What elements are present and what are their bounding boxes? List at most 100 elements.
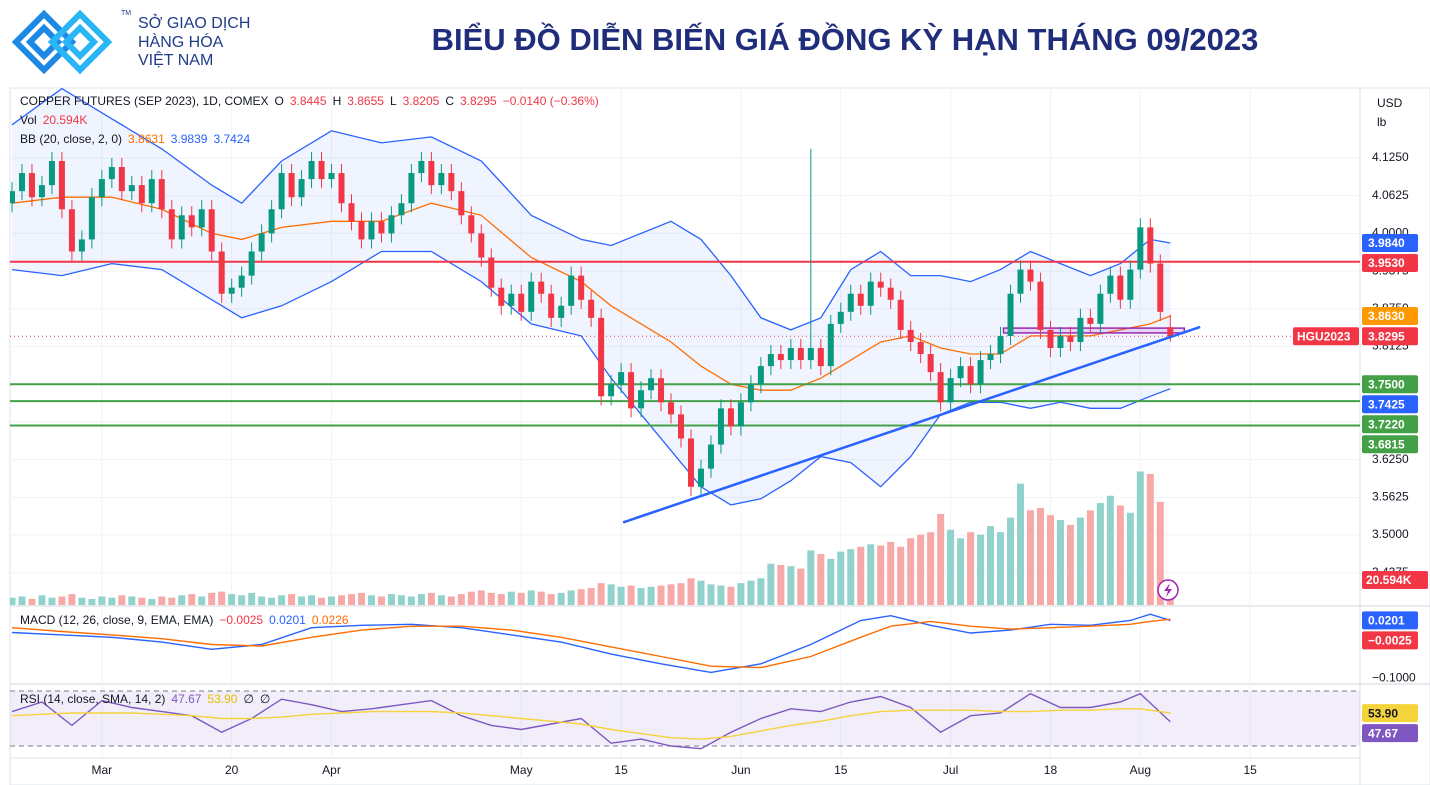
- legend-text: 53.90: [207, 692, 238, 706]
- volume-bar: [128, 596, 136, 605]
- candle-body: [937, 372, 944, 403]
- legend-text: C: [445, 94, 454, 108]
- candle-body: [737, 402, 744, 427]
- y-tick-label: −0.1000: [1372, 670, 1416, 684]
- volume-bar: [168, 597, 176, 605]
- volume-bar: [357, 592, 365, 605]
- candle-body: [977, 360, 984, 385]
- candle-body: [358, 221, 365, 240]
- candle-body: [278, 173, 285, 210]
- x-tick-label: 15: [1243, 763, 1257, 777]
- indicator-line: [11, 708, 1171, 740]
- volume-bar: [278, 595, 286, 605]
- volume-bar: [417, 594, 425, 605]
- volume-bar: [797, 568, 805, 605]
- volume-bar: [857, 546, 865, 605]
- candle-body: [388, 215, 395, 234]
- price-badge: [1362, 395, 1418, 414]
- candle-body: [118, 167, 125, 192]
- zone-box: [1002, 327, 1186, 334]
- volume-bar: [877, 545, 885, 605]
- volume-bar: [947, 529, 955, 605]
- candle-body: [917, 341, 924, 355]
- volume-bar: [597, 583, 605, 605]
- candle-body: [288, 173, 295, 198]
- price-badge-label: 3.8295: [1368, 329, 1405, 343]
- x-tick-label: 20: [225, 763, 239, 777]
- candle-body: [10, 191, 15, 204]
- volume-bar: [467, 591, 475, 605]
- y-tick-label: 4.0625: [1372, 188, 1409, 202]
- volume-bar: [338, 595, 346, 605]
- legend-text: BB (20, close, 2, 0): [20, 132, 123, 146]
- volume-bar: [178, 595, 186, 605]
- candle-body: [618, 372, 625, 385]
- volume-bar: [707, 584, 715, 605]
- price-badge: [1362, 435, 1418, 454]
- volume-bar: [507, 591, 515, 605]
- candle-body: [558, 305, 565, 318]
- legend-text: 3.9839: [170, 132, 208, 146]
- candle-body: [578, 275, 585, 300]
- volume-bar: [527, 590, 535, 605]
- volume-bar: [887, 541, 895, 605]
- price-badge-label: 53.90: [1368, 706, 1398, 720]
- candle-body: [168, 209, 175, 240]
- candle-body: [1027, 269, 1034, 282]
- candle-body: [767, 354, 774, 367]
- candle-body: [827, 323, 834, 367]
- legend-row: Vol 20.594K: [20, 113, 93, 127]
- volume-bar: [248, 592, 256, 605]
- candle-body: [1167, 327, 1174, 337]
- volume-bar: [477, 590, 485, 605]
- volume-bar: [957, 538, 965, 605]
- volume-bar: [557, 592, 565, 605]
- volume-bar: [767, 563, 775, 605]
- candle-body: [1137, 227, 1144, 270]
- price-badge: [1362, 307, 1418, 326]
- logo-text: HÀNG HÓA: [138, 32, 224, 51]
- candle-body: [1057, 335, 1064, 349]
- candle-body: [927, 354, 934, 373]
- price-badge: [1362, 611, 1418, 630]
- price-badge: [1362, 724, 1418, 743]
- legend-text: −0.0025: [219, 613, 264, 627]
- volume-bar: [108, 597, 116, 605]
- volume-bar: [627, 585, 635, 605]
- volume-bar: [777, 564, 785, 605]
- legend-text: 3.8631: [128, 132, 165, 146]
- candle-body: [48, 160, 55, 186]
- ticker-badge-label: HGU2023: [1297, 329, 1351, 343]
- candle-body: [598, 317, 605, 397]
- volume-bar: [1036, 507, 1044, 605]
- legend-text: 47.67: [171, 692, 202, 706]
- logo-text: SỞ GIAO DỊCH: [138, 13, 250, 32]
- volume-bar: [647, 586, 655, 605]
- x-tick-label: Aug: [1130, 763, 1151, 777]
- volume-bar: [18, 596, 26, 605]
- legend-text: 3.7424: [213, 132, 251, 146]
- candle-body: [897, 299, 904, 330]
- price-badge: [1362, 327, 1418, 346]
- legend-text: ∅: [243, 692, 254, 706]
- volume-bar: [148, 598, 156, 605]
- volume-badge: [1362, 571, 1428, 590]
- candle-body: [757, 366, 764, 385]
- volume-bar: [48, 597, 56, 605]
- volume-bar: [1086, 510, 1094, 605]
- volume-bar: [997, 532, 1005, 605]
- legend-text: RSI (14, close, SMA, 14, 2): [20, 692, 166, 706]
- candle-body: [1107, 275, 1114, 294]
- candle-body: [508, 293, 515, 306]
- volume-bar: [58, 596, 66, 605]
- volume-bar: [1156, 501, 1164, 605]
- axis-unit: lb: [1377, 115, 1387, 129]
- volume-bar: [787, 566, 795, 605]
- candle-body: [947, 378, 954, 403]
- volume-bar: [937, 513, 945, 605]
- axis-overlay: 4.12504.06254.00003.93753.87503.81253.75…: [92, 96, 1428, 777]
- candle-body: [678, 414, 685, 439]
- volume-bar: [987, 526, 995, 605]
- candle-body: [817, 348, 824, 367]
- candle-body: [658, 378, 665, 403]
